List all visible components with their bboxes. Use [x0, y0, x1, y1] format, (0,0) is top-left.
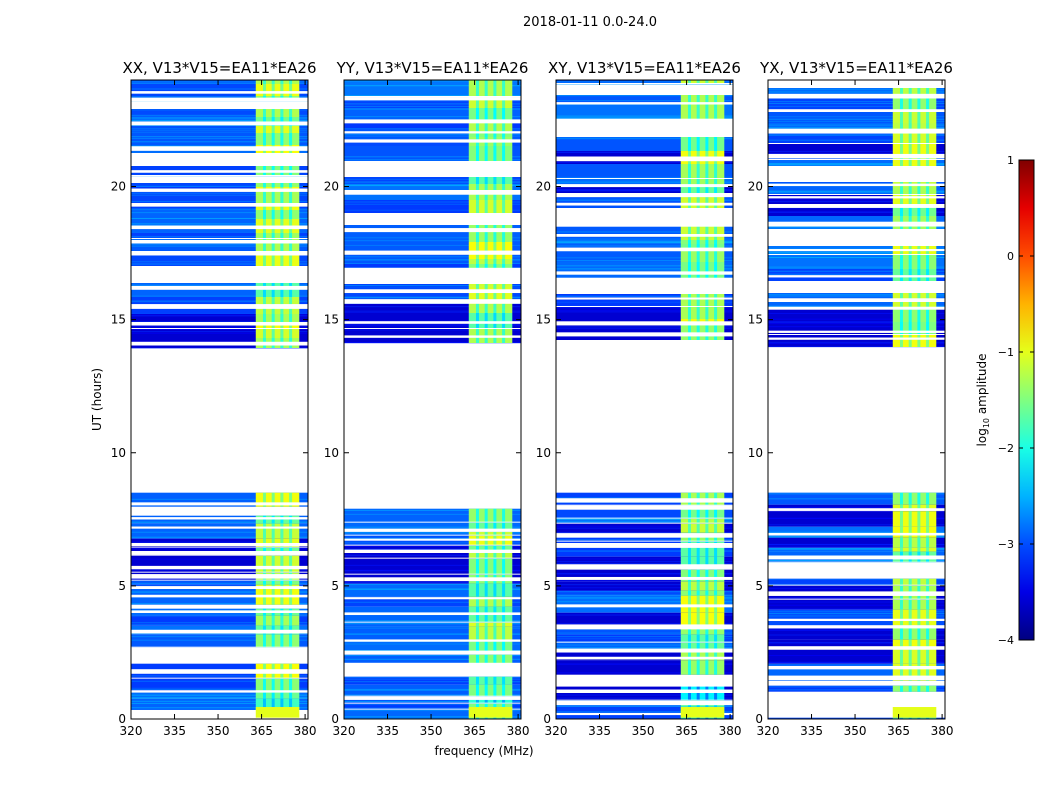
- y-axis-label: UT (hours): [90, 368, 104, 431]
- colorbar-tick-label: −2: [998, 442, 1014, 455]
- colorbar-label-suffix: amplitude: [975, 354, 989, 418]
- y-tick-label: 0: [331, 712, 339, 726]
- axes-frame: [343, 79, 522, 720]
- y-tick-label: 5: [755, 579, 763, 593]
- x-tick-label: 350: [420, 724, 443, 738]
- panel-title: XY, V13*V15=EA11*EA26: [548, 59, 741, 77]
- y-tick-label: 5: [331, 579, 339, 593]
- spectrogram: [131, 80, 308, 718]
- axes-frame: [555, 79, 734, 720]
- x-tick-label: 350: [844, 724, 867, 738]
- y-tick-label: 10: [748, 446, 763, 460]
- panel-title: XX, V13*V15=EA11*EA26: [122, 59, 316, 77]
- y-tick-label: 10: [324, 446, 339, 460]
- y-tick-label: 15: [536, 313, 551, 327]
- colorbar-tick-label: −4: [998, 634, 1014, 647]
- y-tick-label: 20: [536, 180, 551, 194]
- y-tick-label: 20: [111, 180, 126, 194]
- spectrogram: [768, 88, 945, 719]
- colorbar-label: log10 amplitude: [975, 354, 991, 447]
- x-tick-label: 365: [463, 724, 486, 738]
- y-tick-label: 20: [748, 180, 763, 194]
- x-tick-label: 365: [675, 724, 698, 738]
- colorbar-tick-label: 0: [1007, 250, 1014, 263]
- x-tick-label: 335: [376, 724, 399, 738]
- y-tick-label: 15: [748, 313, 763, 327]
- colorbar-tick-label: −3: [998, 538, 1014, 551]
- colorbar-tick-label: 1: [1007, 154, 1014, 167]
- x-tick-label: 380: [931, 724, 954, 738]
- y-tick-label: 20: [324, 180, 339, 194]
- axes-frame: [767, 79, 946, 720]
- x-tick-label: 335: [800, 724, 823, 738]
- panel-2: XY, V13*V15=EA11*EA26 320 335 350 365 380 0 5 10…: [536, 59, 742, 738]
- y-tick-label: 0: [118, 712, 126, 726]
- x-tick-label: 320: [120, 724, 143, 738]
- spectrogram: [556, 80, 733, 719]
- x-tick-label: 350: [207, 724, 230, 738]
- x-tick-label: 365: [887, 724, 910, 738]
- spectrogram: [344, 80, 521, 719]
- x-tick-label: 380: [719, 724, 742, 738]
- x-axis-label: frequency (MHz): [434, 744, 533, 758]
- y-tick-label: 10: [111, 446, 126, 460]
- y-tick-label: 15: [111, 313, 126, 327]
- panel-title: YY, V13*V15=EA11*EA26: [336, 59, 529, 77]
- y-tick-label: 0: [755, 712, 763, 726]
- x-tick-label: 320: [333, 724, 356, 738]
- x-tick-label: 350: [632, 724, 655, 738]
- x-tick-label: 380: [507, 724, 530, 738]
- y-tick-label: 15: [324, 313, 339, 327]
- y-tick-label: 10: [536, 446, 551, 460]
- x-tick-label: 320: [757, 724, 780, 738]
- y-tick-label: 0: [543, 712, 551, 726]
- panel-1: YY, V13*V15=EA11*EA26 320 335 350 365 380 0 5 10…: [324, 59, 534, 758]
- x-tick-label: 365: [250, 724, 273, 738]
- colorbar-gradient: [1018, 159, 1035, 641]
- axes-frame: [130, 79, 309, 720]
- figure-suptitle: 2018-01-11 0.0-24.0: [523, 15, 657, 30]
- x-tick-label: 335: [163, 724, 186, 738]
- y-tick-label: 5: [118, 579, 126, 593]
- colorbar-label-sub: 10: [982, 418, 991, 428]
- colorbar-tick-label: −1: [998, 346, 1014, 359]
- panel-3: YX, V13*V15=EA11*EA26 320 335 350 365 380 0 5 10…: [748, 59, 954, 738]
- colorbar-label-prefix: log: [975, 428, 989, 446]
- x-tick-label: 380: [294, 724, 317, 738]
- panel-0: XX, V13*V15=EA11*EA26 320 335 350 365 380 0 5 10…: [90, 59, 317, 738]
- x-tick-label: 320: [545, 724, 568, 738]
- y-tick-label: 5: [543, 579, 551, 593]
- x-tick-label: 335: [588, 724, 611, 738]
- panel-title: YX, V13*V15=EA11*EA26: [759, 59, 953, 77]
